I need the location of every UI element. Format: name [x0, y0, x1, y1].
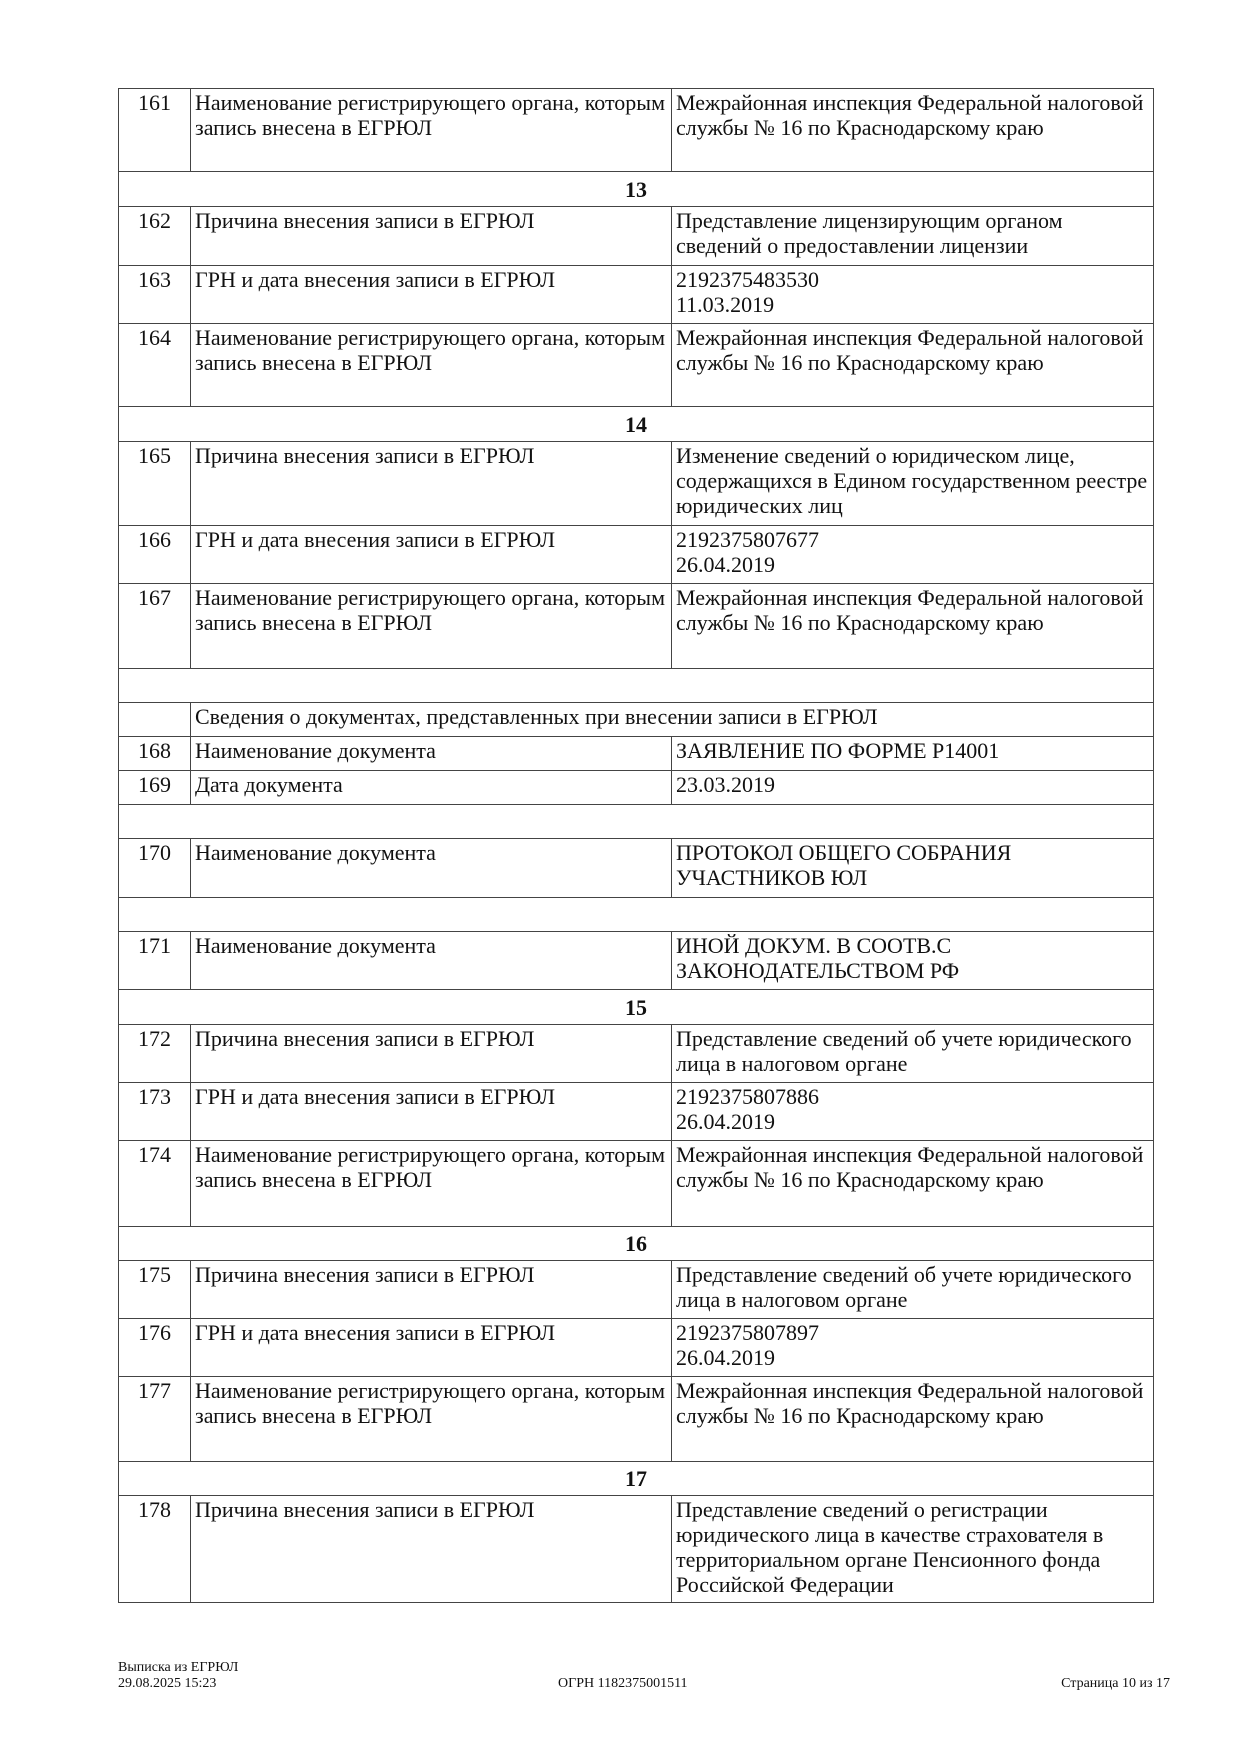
row-label: Наименование регистрирующего органа, кот… [190, 88, 672, 172]
section-header-row: 14 [118, 406, 1154, 442]
row-number: 173 [118, 1082, 191, 1141]
section-number: 15 [118, 989, 1154, 1025]
row-value: ЗАЯВЛЕНИЕ ПО ФОРМЕ Р14001 [671, 736, 1154, 771]
row-number: 172 [118, 1024, 191, 1083]
empty-row [118, 897, 1154, 932]
row-number: 165 [118, 441, 191, 526]
table-row: 171 Наименование документа ИНОЙ ДОКУМ. В С… [118, 931, 1154, 990]
row-label: Причина внесения записи в ЕГРЮЛ [190, 1024, 672, 1083]
row-number: 168 [118, 736, 191, 771]
section-number: 17 [118, 1461, 1154, 1496]
empty-cell [118, 897, 1154, 932]
row-value: ПРОТОКОЛ ОБЩЕГО СОБРАНИЯ УЧАСТНИКОВ ЮЛ [671, 838, 1154, 898]
section-header-row: 13 [118, 171, 1154, 207]
table-row: 174 Наименование регистрирующего органа, … [118, 1140, 1154, 1227]
row-value: Изменение сведений о юридическом лице, с… [671, 441, 1154, 526]
row-value: Представление сведений об учете юридичес… [671, 1260, 1154, 1319]
table-row: 170 Наименование документа ПРОТОКОЛ ОБЩЕГО… [118, 838, 1154, 898]
row-number: 170 [118, 838, 191, 898]
row-label: Наименование регистрирующего органа, кот… [190, 1376, 672, 1462]
table-row: 168 Наименование документа ЗАЯВЛЕНИЕ ПО ФО… [118, 736, 1154, 771]
footer-datetime: 29.08.2025 15:23 [118, 1676, 217, 1691]
empty-row [118, 804, 1154, 839]
section-header-row: 17 [118, 1461, 1154, 1496]
row-value: 2192375807897 26.04.2019 [671, 1318, 1154, 1377]
empty-cell [118, 668, 1154, 703]
section-header-row: 15 [118, 989, 1154, 1025]
row-label: Причина внесения записи в ЕГРЮЛ [190, 1260, 672, 1319]
row-value: 2192375807677 26.04.2019 [671, 525, 1154, 584]
row-number: 176 [118, 1318, 191, 1377]
row-number: 167 [118, 583, 191, 669]
table-row: 173 ГРН и дата внесения записи в ЕГРЮЛ 219… [118, 1082, 1154, 1141]
row-label: Наименование документа [190, 931, 672, 990]
row-number: 169 [118, 770, 191, 805]
row-label: Наименование документа [190, 736, 672, 771]
table-row: 166 ГРН и дата внесения записи в ЕГРЮЛ 219… [118, 525, 1154, 584]
table-row: 172 Причина внесения записи в ЕГРЮЛ Предст… [118, 1024, 1154, 1083]
empty-row [118, 668, 1154, 703]
row-number: 161 [118, 88, 191, 172]
row-value: Межрайонная инспекция Федеральной налого… [671, 583, 1154, 669]
row-label: Причина внесения записи в ЕГРЮЛ [190, 441, 672, 526]
footer-doc-title: Выписка из ЕГРЮЛ [118, 1660, 239, 1675]
row-label: ГРН и дата внесения записи в ЕГРЮЛ [190, 1318, 672, 1377]
footer-left: Выписка из ЕГРЮЛ 29.08.2025 15:23 [118, 1660, 238, 1692]
subsection-header-row: Сведения о документах, представленных пр… [118, 702, 1154, 737]
table-row: 178 Причина внесения записи в ЕГРЮЛ Предст… [118, 1495, 1154, 1603]
row-value: Межрайонная инспекция Федеральной налого… [671, 323, 1154, 407]
subsection-title: Сведения о документах, представленных пр… [190, 702, 1154, 737]
empty-cell [118, 702, 191, 737]
row-number: 166 [118, 525, 191, 584]
row-value: Представление сведений об учете юридичес… [671, 1024, 1154, 1083]
row-number: 177 [118, 1376, 191, 1462]
table-row: 161 Наименование регистрирующего органа, … [118, 88, 1154, 172]
section-number: 13 [118, 171, 1154, 207]
section-number: 14 [118, 406, 1154, 442]
row-value: 23.03.2019 [671, 770, 1154, 805]
row-label: ГРН и дата внесения записи в ЕГРЮЛ [190, 265, 672, 324]
row-value: Межрайонная инспекция Федеральной налого… [671, 88, 1154, 172]
row-number: 164 [118, 323, 191, 407]
row-label: Наименование регистрирующего органа, кот… [190, 1140, 672, 1227]
row-label: Причина внесения записи в ЕГРЮЛ [190, 1495, 672, 1603]
row-value: 2192375483530 11.03.2019 [671, 265, 1154, 324]
table-row: 164 Наименование регистрирующего органа, … [118, 323, 1154, 407]
section-number: 16 [118, 1226, 1154, 1261]
egrul-table: 161 Наименование регистрирующего органа, … [118, 88, 1154, 1603]
table-row: 167 Наименование регистрирующего органа, … [118, 583, 1154, 669]
table-row: 162 Причина внесения записи в ЕГРЮЛ Предст… [118, 206, 1154, 266]
row-label: ГРН и дата внесения записи в ЕГРЮЛ [190, 525, 672, 584]
footer-ogrn: ОГРН 1182375001511 [558, 1676, 688, 1691]
row-label: Причина внесения записи в ЕГРЮЛ [190, 206, 672, 266]
row-number: 178 [118, 1495, 191, 1603]
row-number: 175 [118, 1260, 191, 1319]
row-number: 163 [118, 265, 191, 324]
row-label: ГРН и дата внесения записи в ЕГРЮЛ [190, 1082, 672, 1141]
row-number: 174 [118, 1140, 191, 1227]
row-value: Представление сведений о регистрации юри… [671, 1495, 1154, 1603]
empty-cell [118, 804, 1154, 839]
row-label: Наименование документа [190, 838, 672, 898]
row-label: Дата документа [190, 770, 672, 805]
row-value: Межрайонная инспекция Федеральной налого… [671, 1376, 1154, 1462]
row-label: Наименование регистрирующего органа, кот… [190, 323, 672, 407]
row-number: 162 [118, 206, 191, 266]
table-row: 176 ГРН и дата внесения записи в ЕГРЮЛ 219… [118, 1318, 1154, 1377]
row-number: 171 [118, 931, 191, 990]
row-value: Представление лицензирующим органом свед… [671, 206, 1154, 266]
table-row: 175 Причина внесения записи в ЕГРЮЛ Предст… [118, 1260, 1154, 1319]
table-row: 165 Причина внесения записи в ЕГРЮЛ Измене… [118, 441, 1154, 526]
table-row: 163 ГРН и дата внесения записи в ЕГРЮЛ 219… [118, 265, 1154, 324]
row-label: Наименование регистрирующего органа, кот… [190, 583, 672, 669]
row-value: Межрайонная инспекция Федеральной налого… [671, 1140, 1154, 1227]
table-row: 177 Наименование регистрирующего органа, … [118, 1376, 1154, 1462]
table-row: 169 Дата документа 23.03.2019 [118, 770, 1154, 805]
section-header-row: 16 [118, 1226, 1154, 1261]
row-value: 2192375807886 26.04.2019 [671, 1082, 1154, 1141]
row-value: ИНОЙ ДОКУМ. В СООТВ.С ЗАКОНОДАТЕЛЬСТВОМ … [671, 931, 1154, 990]
footer-page-number: Страница 10 из 17 [1061, 1676, 1170, 1691]
